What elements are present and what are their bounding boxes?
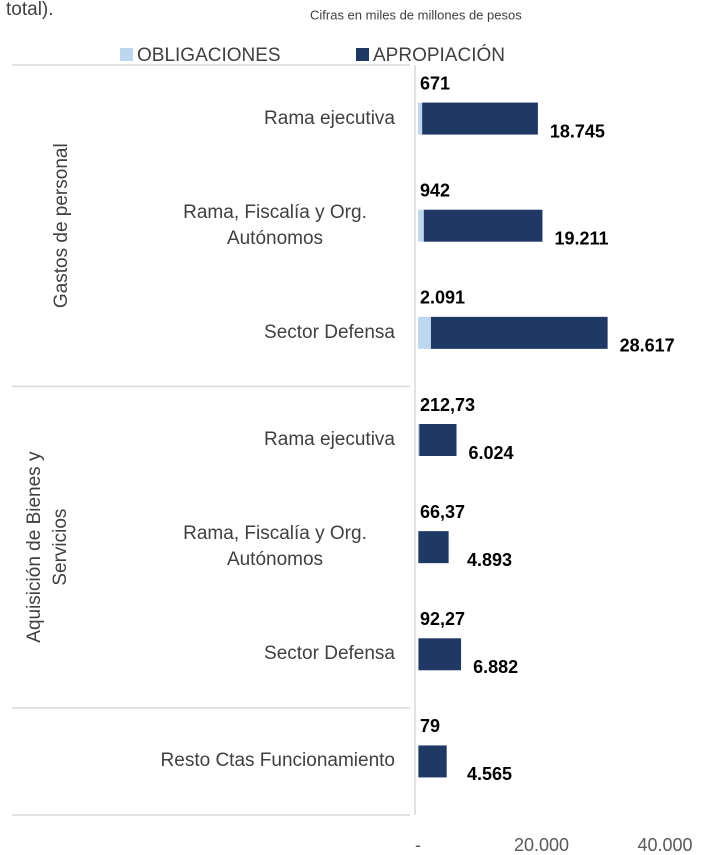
bar bbox=[418, 316, 431, 349]
group-label-line: Aquisición de Bienes y bbox=[24, 451, 45, 643]
value-label: 66,37 bbox=[420, 502, 465, 522]
category-label: Rama ejecutiva bbox=[155, 89, 395, 149]
caption: total). bbox=[6, 0, 54, 20]
value-label: 79 bbox=[420, 716, 440, 736]
bar bbox=[418, 745, 447, 778]
bar bbox=[418, 209, 424, 242]
category-label: Resto Ctas Funcionamiento bbox=[155, 731, 395, 791]
value-label: 6.024 bbox=[469, 443, 514, 463]
value-label: 18.745 bbox=[550, 121, 605, 141]
category-label: Sector Defensa bbox=[155, 303, 395, 363]
category-label: Rama, Fiscalía y Org. Autónomos bbox=[155, 196, 395, 256]
x-tick-label: 40.000 bbox=[637, 835, 692, 855]
category-text: Sector Defensa bbox=[264, 321, 395, 343]
value-label: 6.882 bbox=[473, 657, 518, 677]
value-label: 671 bbox=[420, 73, 450, 93]
value-label: 4.893 bbox=[467, 550, 512, 570]
subtitle: Cifras en miles de millones de pesos bbox=[310, 7, 522, 22]
bar bbox=[418, 638, 419, 671]
value-label: 28.617 bbox=[620, 336, 675, 356]
value-label: 942 bbox=[420, 180, 450, 200]
category-text: Resto Ctas Funcionamiento bbox=[160, 750, 395, 772]
legend-label: APROPIACIÓN bbox=[373, 44, 505, 66]
value-label: 4.565 bbox=[467, 764, 512, 784]
category-text: Rama, Fiscalía y Org. Autónomos bbox=[183, 201, 367, 249]
group-label-line: Servicios bbox=[50, 509, 71, 586]
x-tick-label: 20.000 bbox=[514, 835, 569, 855]
legend-swatch bbox=[120, 48, 133, 61]
category-label: Rama, Fiscalía y Org. Autónomos bbox=[155, 517, 395, 577]
value-label: 212,73 bbox=[420, 395, 475, 415]
value-label: 19.211 bbox=[554, 228, 608, 248]
category-label: Sector Defensa bbox=[155, 624, 395, 684]
x-tick-label: - bbox=[415, 835, 421, 855]
value-label: 2.091 bbox=[420, 288, 465, 308]
category-text: Sector Defensa bbox=[264, 643, 395, 665]
bar bbox=[418, 424, 420, 456]
bar bbox=[430, 316, 608, 349]
legend-swatch bbox=[356, 48, 369, 61]
group-label: Gastos de personal bbox=[51, 143, 72, 308]
value-label: 92,27 bbox=[420, 609, 465, 629]
legend-label: OBLIGACIONES bbox=[137, 45, 281, 66]
bar bbox=[419, 424, 457, 456]
bar bbox=[423, 209, 543, 242]
category-text: Rama ejecutiva bbox=[264, 107, 395, 129]
bar bbox=[418, 638, 462, 671]
bar bbox=[418, 531, 449, 564]
category-text: Rama ejecutiva bbox=[264, 429, 395, 450]
bar bbox=[418, 102, 423, 135]
category-label: Rama ejecutiva bbox=[155, 410, 395, 470]
category-text: Rama, Fiscalía y Org. Autónomos bbox=[183, 523, 367, 571]
bar bbox=[422, 102, 538, 135]
group-label: Aquisición de Bienes y Servicios bbox=[24, 451, 71, 643]
